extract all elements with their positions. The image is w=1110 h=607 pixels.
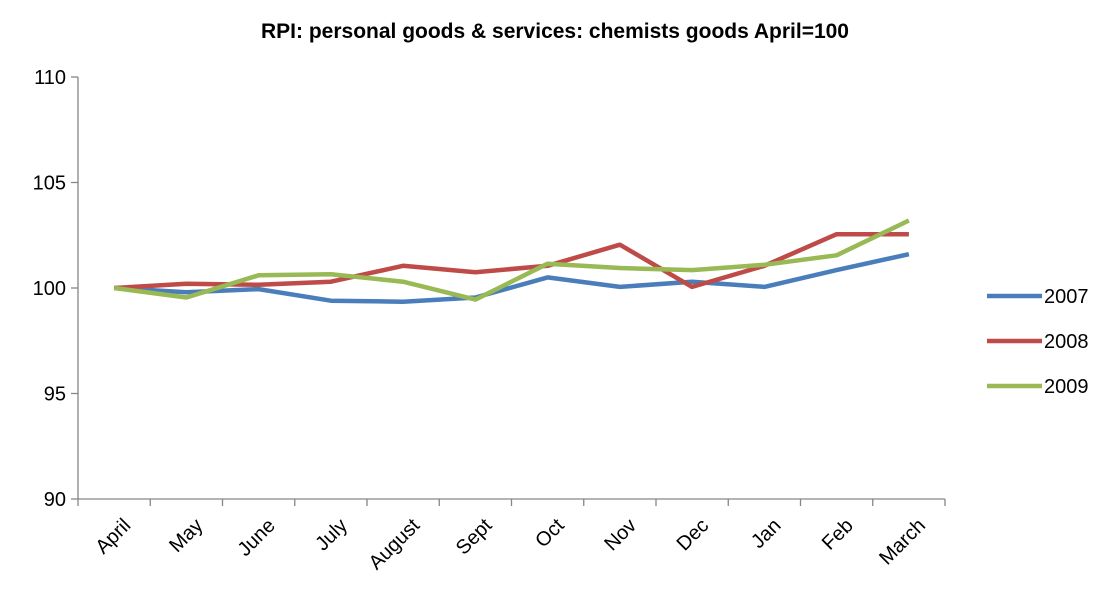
y-tick-label: 90: [44, 489, 66, 511]
legend-label-2007: 2007: [1044, 286, 1089, 308]
series-layer: [113, 218, 910, 304]
y-tick-label: 100: [33, 278, 66, 300]
x-tick-label: July: [311, 515, 352, 556]
x-tick-label: August: [365, 514, 425, 574]
x-tick-label: April: [91, 515, 135, 559]
series-line-2009: [113, 218, 910, 302]
x-tick-label: May: [165, 515, 207, 557]
series-line-2007: [113, 252, 910, 304]
y-tick-label: 110: [34, 67, 66, 89]
x-tick-label: Feb: [818, 515, 858, 555]
legend-label-2008: 2008: [1044, 331, 1089, 353]
chart-title: RPI: personal goods & services: chemists…: [261, 20, 849, 43]
x-tick-label: March: [875, 515, 930, 570]
x-tick-label: Dec: [673, 515, 714, 556]
legend-label-2009: 2009: [1044, 376, 1089, 398]
x-tick-label: Sept: [452, 514, 497, 559]
x-tick-label: Nov: [600, 515, 641, 556]
legend: 2007 2008 2009: [987, 286, 1089, 398]
axes: 90 95 100 105 110 April May June July August Sept O…: [33, 67, 946, 574]
x-tick-label: Jan: [747, 515, 785, 553]
series-line-2008: [113, 231, 909, 291]
x-tick-label: June: [234, 515, 280, 561]
y-tick-label: 105: [33, 173, 66, 195]
x-tick-label: Oct: [531, 514, 569, 552]
y-tick-label: 95: [44, 384, 66, 406]
